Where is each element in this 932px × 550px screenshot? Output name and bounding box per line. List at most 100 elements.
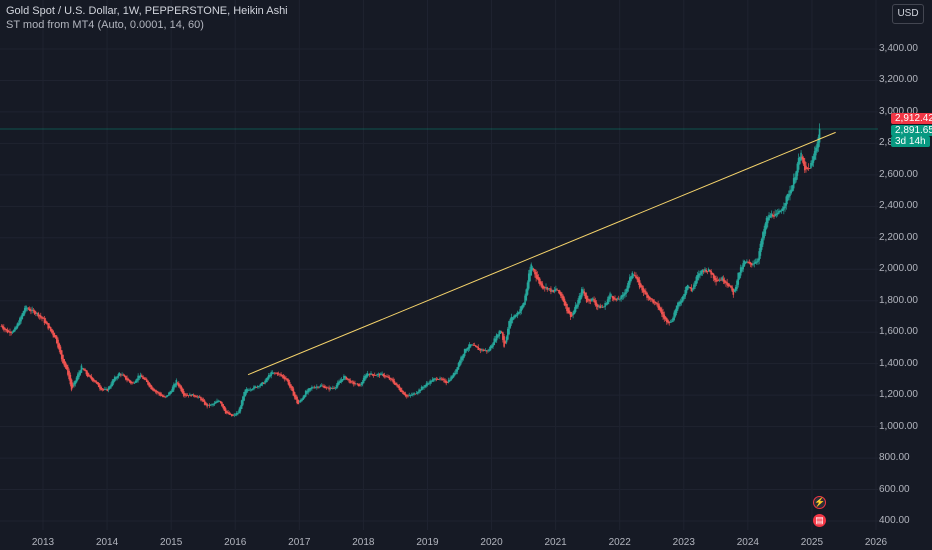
candle-body xyxy=(584,292,587,299)
candle-body xyxy=(503,336,505,347)
candle-body xyxy=(341,378,344,381)
candle-body xyxy=(391,378,393,381)
candle-body xyxy=(32,310,35,311)
candle-body xyxy=(251,388,254,390)
candle-body xyxy=(291,386,293,391)
candle-body xyxy=(344,376,346,378)
candle-body xyxy=(663,314,666,319)
candle-body xyxy=(606,299,609,305)
candle-body xyxy=(695,276,698,284)
candle-body xyxy=(746,261,748,263)
candle-body xyxy=(115,377,117,380)
candle-body xyxy=(238,409,240,414)
candle-body xyxy=(689,287,691,289)
candle-body xyxy=(628,277,631,285)
candle-body xyxy=(163,396,165,398)
candle-body xyxy=(19,318,21,325)
candle-body xyxy=(583,291,586,294)
candle-body xyxy=(649,298,652,299)
candle-body xyxy=(508,321,510,335)
candle-body xyxy=(383,375,386,377)
candle-body xyxy=(154,390,157,392)
candle-body xyxy=(117,373,120,378)
candle-body xyxy=(467,347,470,350)
candle-body xyxy=(334,387,337,389)
candle-body xyxy=(5,329,8,331)
candle-body xyxy=(518,311,520,315)
candle-body xyxy=(389,378,392,380)
candle-body xyxy=(272,372,275,374)
candle-body xyxy=(725,281,727,284)
candle-body xyxy=(255,387,258,388)
candle-body xyxy=(219,401,222,404)
candle-body xyxy=(203,400,206,405)
candle-body xyxy=(603,306,605,308)
candle-body xyxy=(768,214,770,221)
candle-body xyxy=(281,374,284,377)
candle-body xyxy=(717,280,720,282)
candle-body xyxy=(578,296,581,304)
candle-body xyxy=(510,316,513,324)
candle-body xyxy=(349,379,351,384)
candle-body xyxy=(1,325,4,328)
candle-body xyxy=(571,314,573,316)
candle-body xyxy=(264,380,266,384)
candle-body xyxy=(542,285,545,289)
candle-body xyxy=(20,316,22,322)
candle-body xyxy=(43,318,46,323)
candle-body xyxy=(758,251,760,261)
candle-body xyxy=(118,373,121,376)
candle-body xyxy=(632,274,635,276)
candle-body xyxy=(646,292,648,298)
candle-body xyxy=(429,380,431,384)
candle-body xyxy=(202,399,205,402)
candle-body xyxy=(497,335,499,338)
candle-body xyxy=(579,295,582,300)
candle-body xyxy=(269,374,271,377)
candle-body xyxy=(625,288,627,294)
candle-body xyxy=(716,279,719,281)
candle-body xyxy=(555,288,557,291)
candle-body xyxy=(302,396,305,400)
candle-body xyxy=(781,208,784,211)
candle-body xyxy=(171,387,174,392)
currency-button[interactable]: USD xyxy=(892,4,924,24)
candle-body xyxy=(228,412,231,415)
candle-body xyxy=(303,395,306,399)
lightning-icon[interactable]: ⚡ xyxy=(813,496,826,509)
candle-body xyxy=(83,368,85,371)
candle-body xyxy=(755,261,758,263)
candle-body xyxy=(243,391,245,401)
candle-body xyxy=(737,272,740,285)
candle-body xyxy=(667,320,669,323)
candle-body xyxy=(599,305,602,309)
candle-body xyxy=(149,384,152,387)
candle-body xyxy=(569,311,572,317)
candle-body xyxy=(636,277,638,280)
candle-body xyxy=(170,391,173,393)
candle-body xyxy=(507,328,509,340)
candle-body xyxy=(805,165,807,170)
candle-body xyxy=(53,333,56,338)
candle-body xyxy=(640,283,642,287)
trendline[interactable] xyxy=(247,131,836,376)
candle-body xyxy=(759,243,762,256)
y-tick-label: 3,200.00 xyxy=(879,74,918,86)
candle-body xyxy=(30,309,32,312)
candle-body xyxy=(14,327,16,332)
y-tick-label: 2,200.00 xyxy=(879,231,918,243)
candle-body xyxy=(198,396,201,398)
candle-body xyxy=(112,379,115,384)
candle-body xyxy=(304,390,307,397)
candle-body xyxy=(17,323,20,326)
candle-body xyxy=(645,291,647,295)
candle-body xyxy=(600,306,603,308)
candle-body xyxy=(700,270,703,275)
candle-body xyxy=(595,302,598,307)
candle-body xyxy=(728,284,731,287)
candle-body xyxy=(100,386,102,391)
candle-body xyxy=(601,306,604,308)
flag-icon[interactable]: ▤ xyxy=(813,514,826,527)
candle-body xyxy=(68,370,70,380)
